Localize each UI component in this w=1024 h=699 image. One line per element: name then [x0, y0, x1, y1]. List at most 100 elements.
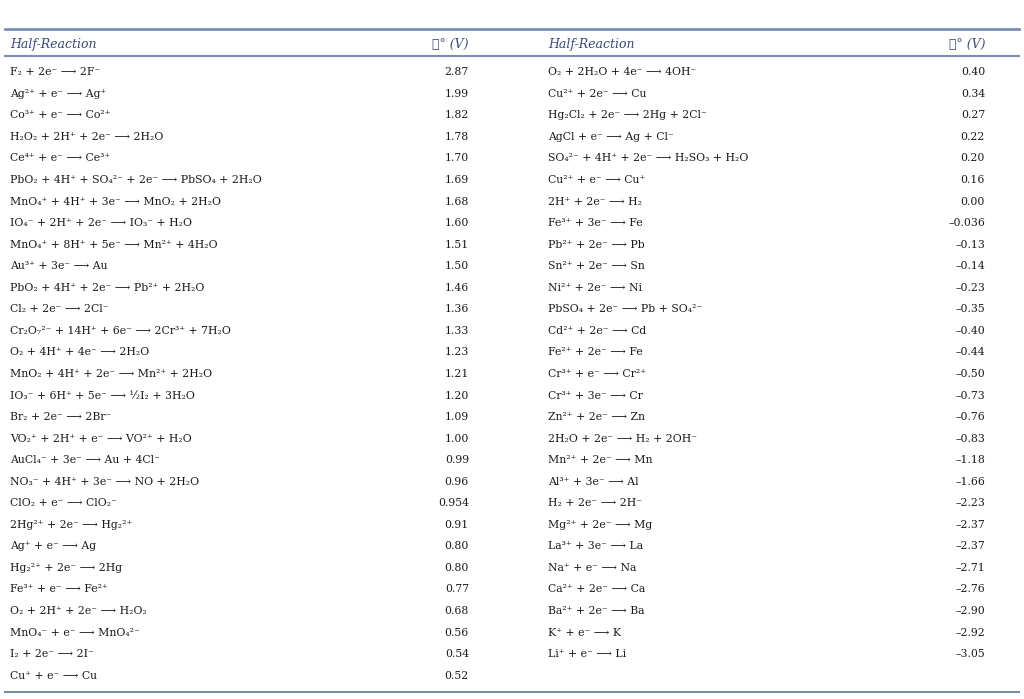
Text: –0.14: –0.14 [955, 261, 985, 271]
Text: AuCl₄⁻ + 3e⁻ ⟶ Au + 4Cl⁻: AuCl₄⁻ + 3e⁻ ⟶ Au + 4Cl⁻ [10, 455, 160, 465]
Text: 1.50: 1.50 [444, 261, 469, 271]
Text: –2.92: –2.92 [955, 628, 985, 637]
Text: MnO₄⁺ + 8H⁺ + 5e⁻ ⟶ Mn²⁺ + 4H₂O: MnO₄⁺ + 8H⁺ + 5e⁻ ⟶ Mn²⁺ + 4H₂O [10, 240, 218, 250]
Text: 0.80: 0.80 [444, 563, 469, 573]
Text: Zn²⁺ + 2e⁻ ⟶ Zn: Zn²⁺ + 2e⁻ ⟶ Zn [548, 412, 645, 422]
Text: Fe³⁺ + 3e⁻ ⟶ Fe: Fe³⁺ + 3e⁻ ⟶ Fe [548, 218, 642, 228]
Text: Cl₂ + 2e⁻ ⟶ 2Cl⁻: Cl₂ + 2e⁻ ⟶ 2Cl⁻ [10, 304, 109, 315]
Text: –1.18: –1.18 [955, 455, 985, 465]
Text: 1.36: 1.36 [444, 304, 469, 315]
Text: –2.23: –2.23 [955, 498, 985, 508]
Text: O₂ + 4H⁺ + 4e⁻ ⟶ 2H₂O: O₂ + 4H⁺ + 4e⁻ ⟶ 2H₂O [10, 347, 150, 357]
Text: O₂ + 2H₂O + 4e⁻ ⟶ 4OH⁻: O₂ + 2H₂O + 4e⁻ ⟶ 4OH⁻ [548, 67, 696, 78]
Text: 1.23: 1.23 [444, 347, 469, 357]
Text: 1.46: 1.46 [444, 283, 469, 293]
Text: Pb²⁺ + 2e⁻ ⟶ Pb: Pb²⁺ + 2e⁻ ⟶ Pb [548, 240, 644, 250]
Text: Ce⁴⁺ + e⁻ ⟶ Ce³⁺: Ce⁴⁺ + e⁻ ⟶ Ce³⁺ [10, 154, 111, 164]
Text: 2H₂O + 2e⁻ ⟶ H₂ + 2OH⁻: 2H₂O + 2e⁻ ⟶ H₂ + 2OH⁻ [548, 433, 697, 444]
Text: Au³⁺ + 3e⁻ ⟶ Au: Au³⁺ + 3e⁻ ⟶ Au [10, 261, 108, 271]
Text: ℰ° (V): ℰ° (V) [432, 38, 469, 50]
Text: Ni²⁺ + 2e⁻ ⟶ Ni: Ni²⁺ + 2e⁻ ⟶ Ni [548, 283, 642, 293]
Text: MnO₄⁻ + e⁻ ⟶ MnO₄²⁻: MnO₄⁻ + e⁻ ⟶ MnO₄²⁻ [10, 628, 140, 637]
Text: –0.13: –0.13 [955, 240, 985, 250]
Text: Na⁺ + e⁻ ⟶ Na: Na⁺ + e⁻ ⟶ Na [548, 563, 636, 573]
Text: Hg₂²⁺ + 2e⁻ ⟶ 2Hg: Hg₂²⁺ + 2e⁻ ⟶ 2Hg [10, 563, 122, 573]
Text: 0.16: 0.16 [961, 175, 985, 185]
Text: 0.40: 0.40 [961, 67, 985, 78]
Text: Cu²⁺ + e⁻ ⟶ Cu⁺: Cu²⁺ + e⁻ ⟶ Cu⁺ [548, 175, 645, 185]
Text: –2.76: –2.76 [955, 584, 985, 594]
Text: –2.37: –2.37 [955, 520, 985, 530]
Text: 1.68: 1.68 [444, 196, 469, 207]
Text: Cu⁺ + e⁻ ⟶ Cu: Cu⁺ + e⁻ ⟶ Cu [10, 670, 97, 681]
Text: 1.09: 1.09 [444, 412, 469, 422]
Text: 2.87: 2.87 [444, 67, 469, 78]
Text: Mn²⁺ + 2e⁻ ⟶ Mn: Mn²⁺ + 2e⁻ ⟶ Mn [548, 455, 652, 465]
Text: 0.56: 0.56 [444, 628, 469, 637]
Text: 0.54: 0.54 [444, 649, 469, 659]
Text: 1.60: 1.60 [444, 218, 469, 228]
Text: –0.40: –0.40 [955, 326, 985, 336]
Text: 0.954: 0.954 [438, 498, 469, 508]
Text: –1.66: –1.66 [955, 477, 985, 487]
Text: 0.22: 0.22 [961, 132, 985, 142]
Text: 1.00: 1.00 [444, 433, 469, 444]
Text: 0.00: 0.00 [961, 196, 985, 207]
Text: –0.44: –0.44 [955, 347, 985, 357]
Text: Ag²⁺ + e⁻ ⟶ Ag⁺: Ag²⁺ + e⁻ ⟶ Ag⁺ [10, 89, 106, 99]
Text: –0.83: –0.83 [955, 433, 985, 444]
Text: Cr³⁺ + 3e⁻ ⟶ Cr: Cr³⁺ + 3e⁻ ⟶ Cr [548, 391, 643, 401]
Text: Ag⁺ + e⁻ ⟶ Ag: Ag⁺ + e⁻ ⟶ Ag [10, 541, 96, 552]
Text: MnO₂ + 4H⁺ + 2e⁻ ⟶ Mn²⁺ + 2H₂O: MnO₂ + 4H⁺ + 2e⁻ ⟶ Mn²⁺ + 2H₂O [10, 369, 212, 379]
Text: Fe³⁺ + e⁻ ⟶ Fe²⁺: Fe³⁺ + e⁻ ⟶ Fe²⁺ [10, 584, 108, 594]
Text: 0.20: 0.20 [961, 154, 985, 164]
Text: Cd²⁺ + 2e⁻ ⟶ Cd: Cd²⁺ + 2e⁻ ⟶ Cd [548, 326, 646, 336]
Text: –0.35: –0.35 [955, 304, 985, 315]
Text: F₂ + 2e⁻ ⟶ 2F⁻: F₂ + 2e⁻ ⟶ 2F⁻ [10, 67, 100, 78]
Text: 0.96: 0.96 [444, 477, 469, 487]
Text: –2.37: –2.37 [955, 541, 985, 552]
Text: 1.69: 1.69 [444, 175, 469, 185]
Text: –0.50: –0.50 [955, 369, 985, 379]
Text: Li⁺ + e⁻ ⟶ Li: Li⁺ + e⁻ ⟶ Li [548, 649, 626, 659]
Text: 0.52: 0.52 [444, 670, 469, 681]
Text: IO₃⁻ + 6H⁺ + 5e⁻ ⟶ ½I₂ + 3H₂O: IO₃⁻ + 6H⁺ + 5e⁻ ⟶ ½I₂ + 3H₂O [10, 391, 196, 401]
Text: 1.82: 1.82 [444, 110, 469, 120]
Text: Mg²⁺ + 2e⁻ ⟶ Mg: Mg²⁺ + 2e⁻ ⟶ Mg [548, 520, 652, 530]
Text: Br₂ + 2e⁻ ⟶ 2Br⁻: Br₂ + 2e⁻ ⟶ 2Br⁻ [10, 412, 112, 422]
Text: –3.05: –3.05 [955, 649, 985, 659]
Text: –2.90: –2.90 [955, 606, 985, 616]
Text: 1.78: 1.78 [444, 132, 469, 142]
Text: Cr³⁺ + e⁻ ⟶ Cr²⁺: Cr³⁺ + e⁻ ⟶ Cr²⁺ [548, 369, 646, 379]
Text: ℰ° (V): ℰ° (V) [948, 38, 985, 50]
Text: SO₄²⁻ + 4H⁺ + 2e⁻ ⟶ H₂SO₃ + H₂O: SO₄²⁻ + 4H⁺ + 2e⁻ ⟶ H₂SO₃ + H₂O [548, 154, 749, 164]
Text: H₂O₂ + 2H⁺ + 2e⁻ ⟶ 2H₂O: H₂O₂ + 2H⁺ + 2e⁻ ⟶ 2H₂O [10, 132, 164, 142]
Text: Ca²⁺ + 2e⁻ ⟶ Ca: Ca²⁺ + 2e⁻ ⟶ Ca [548, 584, 645, 594]
Text: 0.34: 0.34 [961, 89, 985, 99]
Text: 0.77: 0.77 [444, 584, 469, 594]
Text: Fe²⁺ + 2e⁻ ⟶ Fe: Fe²⁺ + 2e⁻ ⟶ Fe [548, 347, 643, 357]
Text: I₂ + 2e⁻ ⟶ 2I⁻: I₂ + 2e⁻ ⟶ 2I⁻ [10, 649, 94, 659]
Text: VO₂⁺ + 2H⁺ + e⁻ ⟶ VO²⁺ + H₂O: VO₂⁺ + 2H⁺ + e⁻ ⟶ VO²⁺ + H₂O [10, 433, 191, 444]
Text: IO₄⁻ + 2H⁺ + 2e⁻ ⟶ IO₃⁻ + H₂O: IO₄⁻ + 2H⁺ + 2e⁻ ⟶ IO₃⁻ + H₂O [10, 218, 193, 228]
Text: Half-Reaction: Half-Reaction [10, 38, 96, 50]
Text: –2.71: –2.71 [955, 563, 985, 573]
Text: Ba²⁺ + 2e⁻ ⟶ Ba: Ba²⁺ + 2e⁻ ⟶ Ba [548, 606, 644, 616]
Text: 0.80: 0.80 [444, 541, 469, 552]
Text: 1.21: 1.21 [444, 369, 469, 379]
Text: AgCl + e⁻ ⟶ Ag + Cl⁻: AgCl + e⁻ ⟶ Ag + Cl⁻ [548, 132, 674, 142]
Text: 1.99: 1.99 [444, 89, 469, 99]
Text: 2Hg²⁺ + 2e⁻ ⟶ Hg₂²⁺: 2Hg²⁺ + 2e⁻ ⟶ Hg₂²⁺ [10, 520, 132, 530]
Text: K⁺ + e⁻ ⟶ K: K⁺ + e⁻ ⟶ K [548, 628, 621, 637]
Text: ClO₂ + e⁻ ⟶ ClO₂⁻: ClO₂ + e⁻ ⟶ ClO₂⁻ [10, 498, 117, 508]
Text: Sn²⁺ + 2e⁻ ⟶ Sn: Sn²⁺ + 2e⁻ ⟶ Sn [548, 261, 644, 271]
Text: O₂ + 2H⁺ + 2e⁻ ⟶ H₂O₂: O₂ + 2H⁺ + 2e⁻ ⟶ H₂O₂ [10, 606, 147, 616]
Text: 0.91: 0.91 [444, 520, 469, 530]
Text: 1.70: 1.70 [444, 154, 469, 164]
Text: Al³⁺ + 3e⁻ ⟶ Al: Al³⁺ + 3e⁻ ⟶ Al [548, 477, 639, 487]
Text: –0.036: –0.036 [948, 218, 985, 228]
Text: 0.99: 0.99 [444, 455, 469, 465]
Text: –0.23: –0.23 [955, 283, 985, 293]
Text: NO₃⁻ + 4H⁺ + 3e⁻ ⟶ NO + 2H₂O: NO₃⁻ + 4H⁺ + 3e⁻ ⟶ NO + 2H₂O [10, 477, 200, 487]
Text: PbSO₄ + 2e⁻ ⟶ Pb + SO₄²⁻: PbSO₄ + 2e⁻ ⟶ Pb + SO₄²⁻ [548, 304, 702, 315]
